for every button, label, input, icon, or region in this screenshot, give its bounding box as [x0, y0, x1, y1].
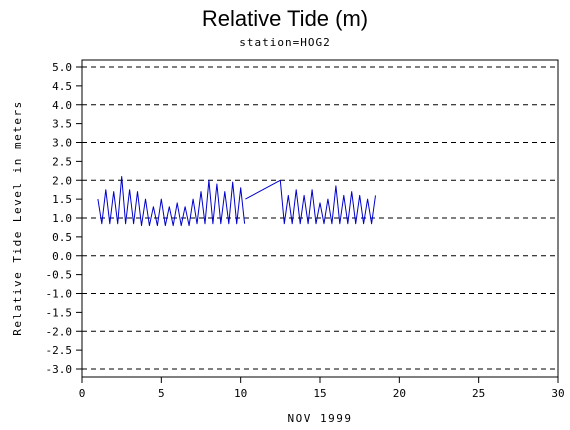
- y-tick-label: 3.5: [52, 118, 72, 131]
- y-tick-label: 0.0: [52, 250, 72, 263]
- x-tick-label: 15: [313, 387, 326, 400]
- tide-series-line-0-1: [245, 179, 281, 200]
- y-tick-label: -0.5: [46, 269, 73, 282]
- x-tick-label: 25: [472, 387, 485, 400]
- gridlines: [82, 66, 558, 370]
- tide-series-line-0-2: [279, 180, 376, 225]
- y-tick-label: 1.0: [52, 212, 72, 225]
- tide-series-line-0-0: [97, 176, 246, 227]
- y-tick-label: -2.5: [46, 344, 73, 357]
- x-tick-label: 10: [234, 387, 247, 400]
- x-tick-label: 20: [393, 387, 406, 400]
- x-tick-label: 30: [551, 387, 564, 400]
- x-tick-label: 5: [158, 387, 165, 400]
- x-axis: 0 5 10 15 20 25 30: [79, 377, 565, 400]
- y-tick-label: 5.0: [52, 61, 72, 74]
- y-axis-title: Relative Tide Level in meters: [11, 100, 24, 336]
- y-tick-label: 2.0: [52, 174, 72, 187]
- y-tick-label: 2.5: [52, 155, 72, 168]
- y-tick-label: -1.5: [46, 306, 73, 319]
- y-tick-label: -1.0: [46, 288, 73, 301]
- y-tick-label: -2.0: [46, 325, 73, 338]
- y-axis: -3.0 -2.5 -2.0 -1.5 -1.0 -0.5 0.0 0.5 1.0 1.5 2.0 2…: [46, 61, 82, 376]
- y-tick-label: 3.0: [52, 137, 72, 150]
- x-tick-label: 0: [79, 387, 86, 400]
- y-tick-label: 4.5: [52, 80, 72, 93]
- chart-subtitle: station=HOG2: [239, 36, 331, 49]
- x-axis-title: NOV 1999: [288, 412, 353, 425]
- plot-area: [97, 176, 376, 227]
- y-tick-label: 4.0: [52, 99, 72, 112]
- y-tick-label: 0.5: [52, 231, 72, 244]
- chart-title: Relative Tide (m): [201, 6, 369, 31]
- y-tick-label: -3.0: [46, 363, 73, 376]
- y-tick-label: 1.5: [52, 193, 72, 206]
